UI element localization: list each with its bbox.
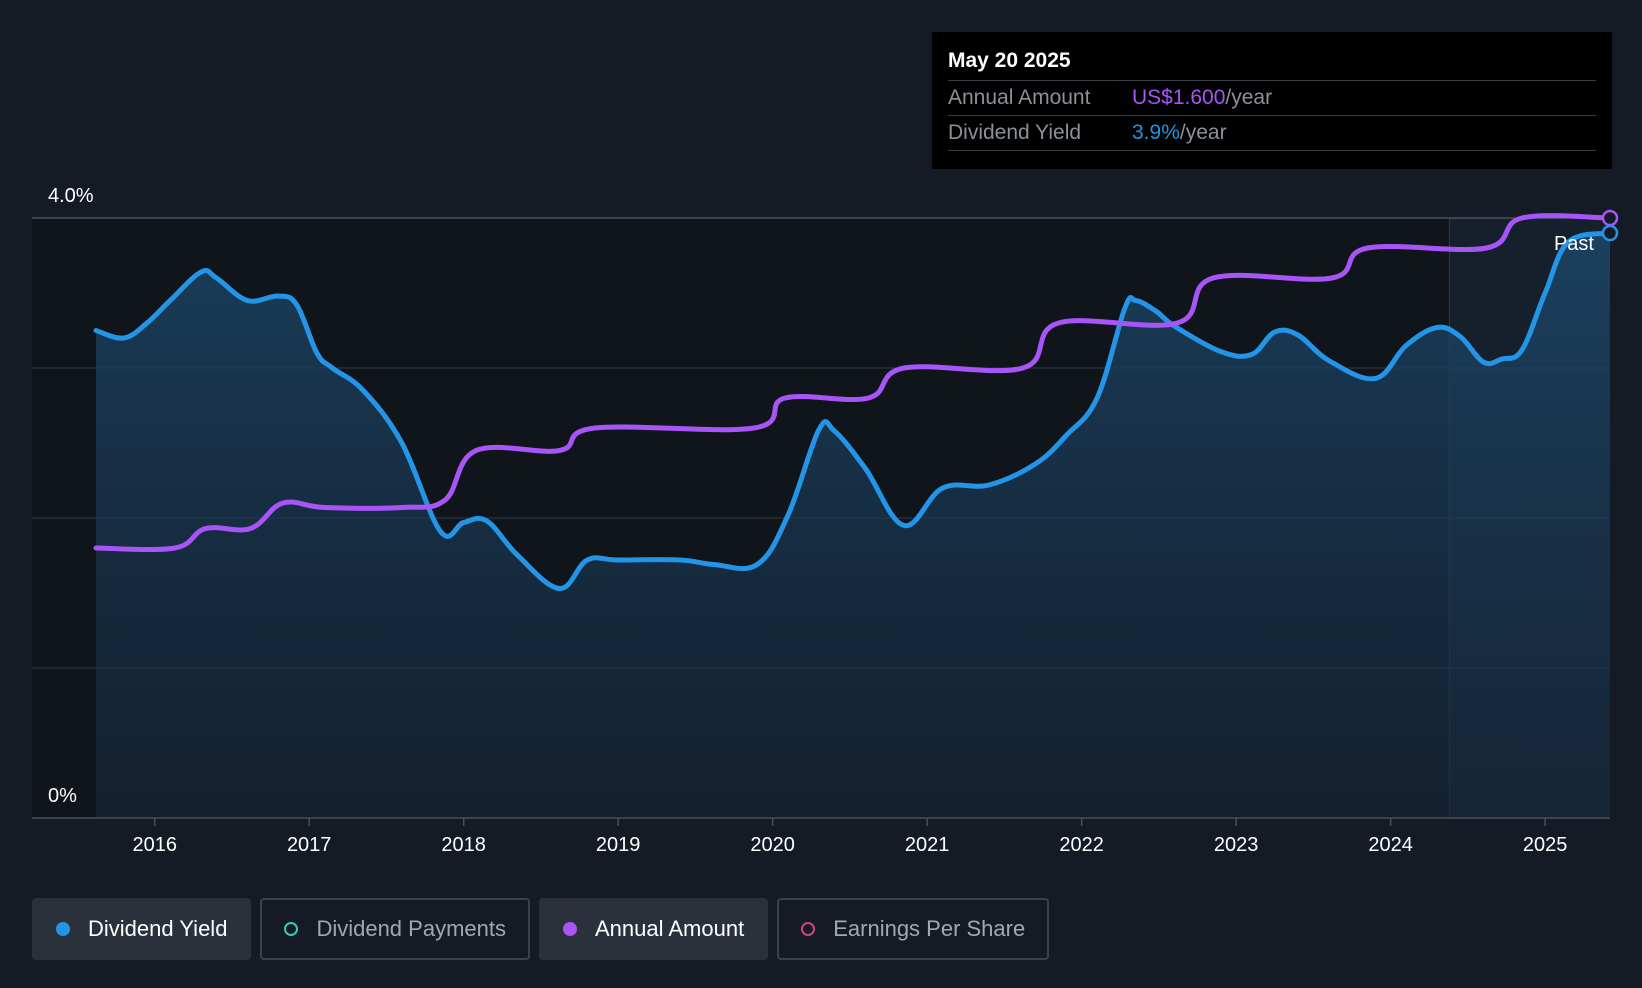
legend-annual-amount-button[interactable]: Annual Amount xyxy=(538,898,769,960)
x-tick-label: 2023 xyxy=(1214,834,1259,856)
tooltip-value: US$1.600 xyxy=(1132,86,1226,109)
annual-amount-line xyxy=(93,213,1613,553)
legend-label: Dividend Payments xyxy=(316,916,506,941)
legend-dividend-yield-button[interactable]: Dividend Yield xyxy=(32,898,252,960)
legend-dot-icon xyxy=(284,922,299,936)
x-tick-label: 2018 xyxy=(441,834,486,856)
legend: Dividend Yield Dividend Payments Annual … xyxy=(32,898,1058,960)
tooltip-row-annual-amount: Annual Amount US$1.600 /year xyxy=(948,80,1596,115)
annual-amount-end-marker xyxy=(1601,209,1619,227)
dividend-yield-area xyxy=(96,233,1610,818)
y-tick-label-top: 4.0% xyxy=(48,185,94,207)
tooltip-value: 3.9% xyxy=(1132,121,1180,144)
x-tick-label: 2021 xyxy=(905,834,950,856)
legend-dot-icon xyxy=(562,922,577,936)
y-tick-label-bottom: 0% xyxy=(48,785,77,807)
legend-label: Dividend Yield xyxy=(88,916,228,941)
tooltip-label: Dividend Yield xyxy=(948,121,1082,144)
tooltip-suffix: /year xyxy=(1225,86,1273,109)
x-tick-label: 2019 xyxy=(596,834,641,856)
x-axis-ticks: 2016 2017 2018 2019 2020 2021 2022 2023 2024 2025 xyxy=(132,818,1567,856)
dividend-yield-line xyxy=(93,230,1613,591)
x-tick-label: 2022 xyxy=(1059,834,1104,856)
tooltip-suffix: /year xyxy=(1179,121,1227,144)
dividend-yield-end-marker xyxy=(1601,224,1619,242)
legend-label: Earnings Per Share xyxy=(833,916,1026,941)
tooltip: May 20 2025 Annual Amount US$1.600 /year… xyxy=(932,32,1612,169)
x-tick-label: 2024 xyxy=(1368,834,1413,856)
x-tick-label: 2025 xyxy=(1523,834,1568,856)
tooltip-row-dividend-yield: Dividend Yield 3.9% /year xyxy=(948,115,1596,151)
x-tick-label: 2020 xyxy=(750,834,795,856)
tooltip-date: May 20 2025 xyxy=(948,49,1071,72)
x-tick-label: 2017 xyxy=(287,834,332,856)
legend-dot-icon xyxy=(801,922,816,936)
past-label: Past xyxy=(1554,233,1594,255)
legend-label: Annual Amount xyxy=(594,916,745,941)
x-tick-label: 2016 xyxy=(132,834,177,856)
legend-earnings-per-share-button[interactable]: Earnings Per Share xyxy=(777,898,1050,960)
tooltip-label: Annual Amount xyxy=(948,86,1091,109)
legend-dot-icon xyxy=(56,922,70,936)
legend-dividend-payments-button[interactable]: Dividend Payments xyxy=(260,898,530,960)
